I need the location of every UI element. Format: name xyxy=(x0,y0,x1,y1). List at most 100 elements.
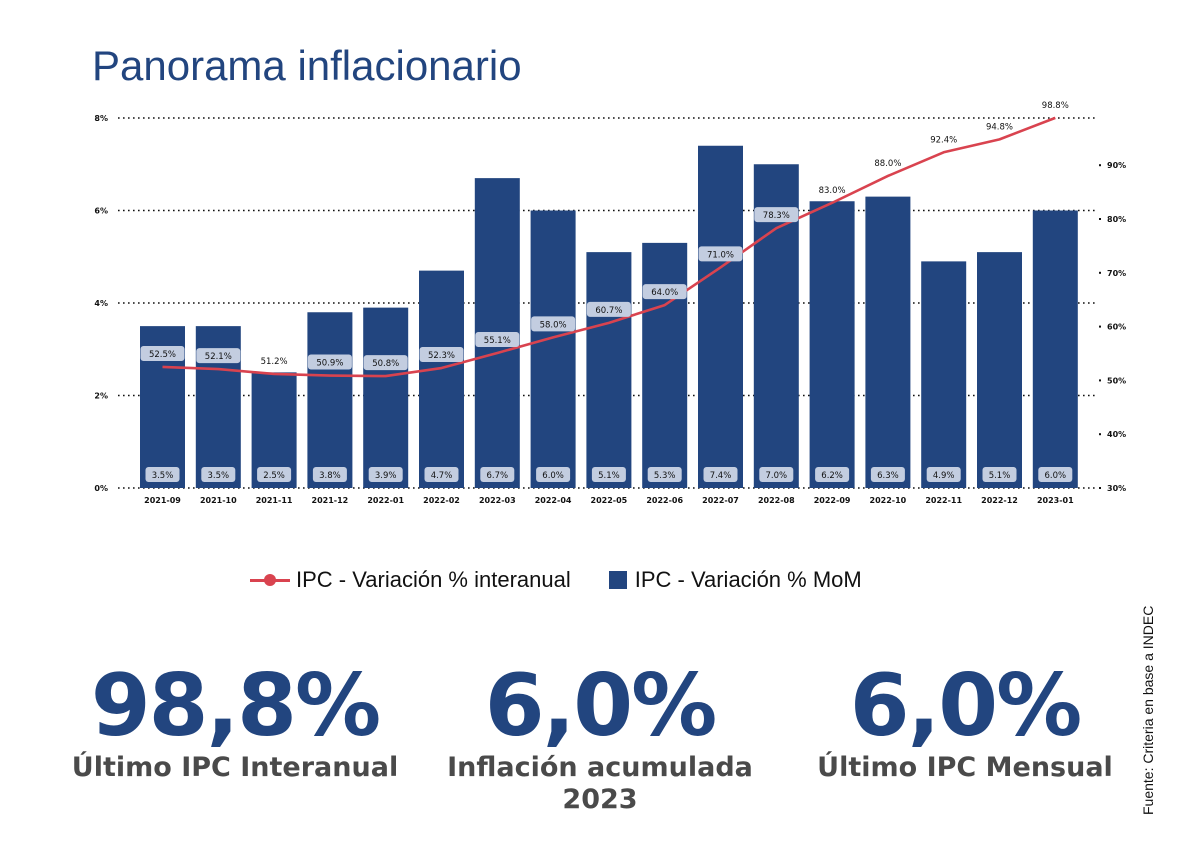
bar-value-box xyxy=(703,467,738,482)
line-value-box xyxy=(140,345,185,361)
line-value-label: 78.3% xyxy=(763,211,790,221)
bar-square-icon xyxy=(608,571,627,589)
x-axis-tick: 2021-09 xyxy=(144,496,181,505)
x-axis-tick: 2022-01 xyxy=(367,496,404,505)
right-axis-tick: 70% xyxy=(1107,269,1126,278)
bar-value-label: 5.1% xyxy=(598,471,620,481)
line-value-box xyxy=(698,246,743,262)
x-axis-tick: 2022-08 xyxy=(758,496,795,505)
chart-legend: IPC - Variación % interanual IPC - Varia… xyxy=(250,565,900,595)
bar-value-box xyxy=(257,467,292,482)
bar-value-box xyxy=(145,467,180,482)
left-axis-tick: 2% xyxy=(94,392,108,401)
legend-item-interanual: IPC - Variación % interanual xyxy=(250,567,571,593)
x-axis-tick: 2022-10 xyxy=(870,496,907,505)
x-axis-tick: 2022-11 xyxy=(925,496,962,505)
x-axis-tick: 2022-02 xyxy=(423,496,460,505)
line-marker-icon xyxy=(250,570,290,590)
line-value-label: 55.1% xyxy=(484,336,511,346)
source-note: Fuente: Criteria en base a INDEC xyxy=(1140,605,1156,815)
bar-value-box xyxy=(815,467,850,482)
bar-value-box xyxy=(926,467,961,482)
line-value-label: 58.0% xyxy=(540,320,567,330)
bar-value-label: 3.8% xyxy=(319,471,341,481)
legend-item-mom: IPC - Variación % MoM xyxy=(608,567,862,593)
line-value-label: 83.0% xyxy=(819,186,846,196)
left-axis-tick: 4% xyxy=(94,299,108,308)
bar-value-box xyxy=(480,467,515,482)
bar-2022-06 xyxy=(642,242,688,488)
bar-value-box xyxy=(759,467,794,482)
right-axis-tick: 60% xyxy=(1107,323,1126,332)
line-value-label: 60.7% xyxy=(595,306,622,316)
left-axis-tick: 0% xyxy=(94,484,108,493)
right-axis-tick: 50% xyxy=(1107,376,1126,385)
bar-value-label: 6.2% xyxy=(821,471,843,481)
kpi-interanual: 98,8% Último IPC Interanual xyxy=(70,660,400,784)
x-axis-tick: 2022-07 xyxy=(702,496,739,505)
line-value-label: 50.9% xyxy=(316,359,343,369)
line-value-label: 64.0% xyxy=(651,288,678,298)
bar-value-label: 4.7% xyxy=(431,471,453,481)
x-axis-tick: 2022-06 xyxy=(646,496,683,505)
line-value-box xyxy=(419,347,464,363)
bar-2022-05 xyxy=(586,252,632,488)
right-axis-tick: 90% xyxy=(1107,161,1126,170)
x-axis-tick: 2022-09 xyxy=(814,496,851,505)
bar-2021-12 xyxy=(307,312,353,488)
inflation-chart: 0% 2% 4% 6% 8% 30% 40% 50% 60% 70% 80% 90% 3.5% 2021-… xyxy=(94,101,1126,505)
bar-value-box xyxy=(536,467,571,482)
left-axis-tick: 8% xyxy=(94,114,108,123)
x-axis-tick: 2021-11 xyxy=(256,496,293,505)
line-value-box xyxy=(586,301,631,317)
bar-2022-10 xyxy=(865,196,911,488)
bar-value-box xyxy=(1038,467,1073,482)
bar-value-label: 6.3% xyxy=(877,471,899,481)
bar-value-label: 6.7% xyxy=(486,471,508,481)
line-value-label: 52.3% xyxy=(428,351,455,361)
kpi-value: 6,0% xyxy=(849,656,1083,756)
right-axis-tick: 40% xyxy=(1107,430,1126,439)
bar-value-box xyxy=(647,467,682,482)
line-value-label: 98.8% xyxy=(1042,101,1069,111)
x-axis-tick: 2023-01 xyxy=(1037,496,1074,505)
bar-2022-02 xyxy=(419,270,464,488)
bar-2022-11 xyxy=(921,261,967,488)
kpi-label-year: 2023 xyxy=(562,784,638,815)
bar-value-label: 3.5% xyxy=(152,471,174,481)
line-value-label: 71.0% xyxy=(707,250,734,260)
line-value-box xyxy=(307,354,352,370)
line-value-box xyxy=(363,355,408,371)
x-axis-tick: 2022-05 xyxy=(591,496,628,505)
bar-value-box xyxy=(870,467,905,482)
line-value-box xyxy=(642,284,687,300)
line-value-box xyxy=(754,207,799,223)
right-axis-tick: 30% xyxy=(1107,484,1126,493)
bar-value-box xyxy=(201,467,236,482)
legend-label-mom: IPC - Variación % MoM xyxy=(634,567,862,592)
kpi-value: 98,8% xyxy=(90,656,381,756)
line-value-label: 51.2% xyxy=(261,357,288,367)
bar-value-label: 5.3% xyxy=(654,471,676,481)
x-axis-tick: 2021-10 xyxy=(200,496,237,505)
right-axis-tick: 80% xyxy=(1107,215,1126,224)
line-value-label: 52.5% xyxy=(149,350,176,360)
bar-value-box xyxy=(424,467,459,482)
bar-value-label: 7.4% xyxy=(710,471,732,481)
x-axis-tick: 2022-03 xyxy=(479,496,516,505)
kpi-mensual: 6,0% Último IPC Mensual xyxy=(800,660,1130,784)
line-value-label: 92.4% xyxy=(930,135,957,145)
bar-2023-01 xyxy=(1032,210,1078,488)
bar-value-label: 7.0% xyxy=(765,471,787,481)
left-axis-tick: 6% xyxy=(94,207,108,216)
bar-value-label: 3.9% xyxy=(375,471,397,481)
interanual-line xyxy=(162,116,1056,378)
line-value-label: 88.0% xyxy=(874,159,901,169)
kpi-value: 6,0% xyxy=(484,656,718,756)
bar-2022-01 xyxy=(363,307,409,488)
kpi-label: Último IPC Mensual xyxy=(817,752,1113,783)
line-value-box xyxy=(475,331,520,347)
kpi-label: Último IPC Interanual xyxy=(71,752,399,783)
bar-value-label: 3.5% xyxy=(207,471,229,481)
page-title: Panorama inflacionario xyxy=(92,42,522,89)
